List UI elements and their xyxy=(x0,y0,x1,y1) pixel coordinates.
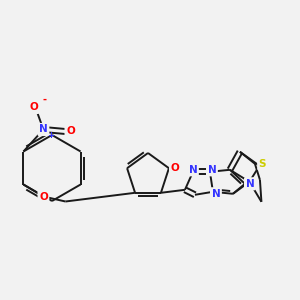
Text: O: O xyxy=(39,191,48,202)
Text: O: O xyxy=(66,127,75,136)
Text: O: O xyxy=(29,103,38,112)
Text: N: N xyxy=(212,189,220,199)
Text: -: - xyxy=(42,94,46,104)
Text: N: N xyxy=(189,165,197,175)
Text: N: N xyxy=(246,179,254,189)
Text: +: + xyxy=(47,130,54,140)
Text: S: S xyxy=(259,159,266,169)
Text: O: O xyxy=(170,163,179,173)
Text: N: N xyxy=(208,165,216,175)
Text: N: N xyxy=(39,124,48,134)
